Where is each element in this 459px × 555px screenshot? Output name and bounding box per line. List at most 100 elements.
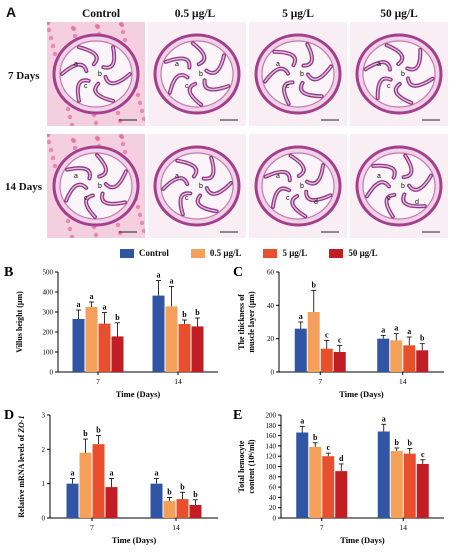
- bar-0-1: [152, 295, 165, 372]
- legend-swatch-control: [120, 248, 134, 258]
- micrograph-14d-0: a b c: [47, 134, 145, 238]
- tissue-cell: [47, 22, 51, 26]
- significance-letter: c: [326, 443, 330, 452]
- tissue-cell: [65, 218, 71, 224]
- micrograph-image: a b c d: [350, 134, 448, 238]
- x-tick-label: 7: [320, 523, 324, 532]
- bar-1-1: [163, 500, 176, 518]
- villus-core: [96, 154, 107, 178]
- villus-core: [364, 61, 391, 71]
- tissue-cell: [135, 204, 141, 210]
- significance-letter: a: [299, 312, 303, 321]
- tissue-cell: [65, 106, 71, 112]
- significance-letter: a: [381, 325, 385, 334]
- tissue-cell: [120, 141, 126, 147]
- villus-core: [78, 46, 98, 65]
- villus-core: [66, 167, 91, 180]
- panel-a-letter: A: [6, 4, 17, 20]
- significance-letter: a: [110, 469, 114, 478]
- tissue-label: a: [276, 173, 280, 180]
- significance-letter: a: [71, 469, 75, 478]
- y-tick-label: 0: [271, 369, 275, 377]
- y-tick-label: 80: [269, 473, 277, 481]
- significance-letter: b: [180, 482, 185, 491]
- tissue-cell: [120, 29, 126, 35]
- y-tick-label: 2: [42, 446, 46, 454]
- legend-item-control: Control: [120, 248, 169, 258]
- y-tick-label: 160: [266, 432, 277, 440]
- bar-1-1: [390, 340, 403, 372]
- villus-core: [188, 83, 202, 106]
- micrograph-image: a b c: [47, 134, 145, 238]
- legend-item-5: 5 μg/L: [263, 248, 307, 258]
- micrograph-image: a b c: [148, 134, 246, 238]
- legend-swatch-50: [329, 248, 344, 258]
- significance-letter: b: [115, 313, 120, 322]
- tissue-label: c: [185, 83, 189, 90]
- villus-core: [205, 54, 225, 74]
- tissue-cell: [67, 114, 73, 120]
- y-axis-label: Relative mRNA levels of ZO-1: [17, 415, 26, 517]
- villus-core: [377, 77, 392, 99]
- x-tick-label: 14: [399, 377, 407, 386]
- bar-2-0: [92, 444, 105, 518]
- x-tick-label: 7: [318, 377, 322, 386]
- tissue-label: a: [377, 61, 381, 68]
- villus-core: [192, 42, 206, 65]
- y-tick-label: 0: [42, 515, 46, 523]
- panel-letter: B: [4, 265, 13, 280]
- micrograph-14d-2: a b c d: [249, 134, 347, 238]
- y-tick-label: 60: [269, 484, 277, 492]
- y-tick-label: 40: [267, 302, 275, 310]
- bar-0-1: [377, 431, 390, 518]
- y-tick-label: 0: [50, 369, 54, 377]
- tissue-label: b: [401, 71, 405, 78]
- y-tick-label: 120: [266, 453, 277, 461]
- intestine-lumen: [362, 40, 436, 108]
- bar-1-0: [85, 307, 98, 372]
- y-tick-label: 1: [42, 480, 46, 488]
- intestine-lumen: [59, 40, 133, 108]
- bar-2-0: [322, 456, 335, 518]
- tissue-cell: [135, 92, 141, 98]
- tissue-cell: [93, 120, 99, 126]
- villus-core: [264, 171, 291, 182]
- villus-core: [366, 181, 390, 198]
- villus-core: [305, 190, 332, 201]
- tissue-cell: [47, 27, 52, 33]
- micrograph-7d-2: a b c: [249, 22, 347, 126]
- micrograph-image: a b c: [249, 22, 347, 126]
- tissue-cell: [95, 136, 101, 142]
- legend-label-5: 5 μg/L: [282, 248, 308, 258]
- bar-1-0: [307, 312, 320, 372]
- legend-item-0-5: 0.5 μg/L: [190, 248, 241, 258]
- y-tick-label: 140: [266, 442, 277, 450]
- tissue-label: c: [387, 83, 391, 90]
- column-header-control: Control: [81, 8, 121, 20]
- x-axis-label: Time (Days): [116, 389, 161, 399]
- tissue-label: b: [98, 183, 102, 190]
- tissue-cell: [115, 222, 121, 228]
- micrograph-7d-1: a b c: [148, 22, 246, 126]
- micrograph-7d-3: a b c: [350, 22, 448, 126]
- significance-letter: a: [157, 271, 161, 280]
- bar-2-0: [98, 323, 111, 372]
- significance-letter: a: [170, 276, 174, 285]
- villus-core: [408, 174, 432, 191]
- tissue-label: c: [84, 195, 88, 202]
- bar-0-0: [72, 319, 85, 372]
- significance-letter: a: [300, 416, 304, 425]
- tissue-label: a: [175, 173, 179, 180]
- significance-letter: c: [325, 330, 329, 339]
- tissue-cell: [137, 212, 143, 218]
- x-axis-label: Time (Days): [339, 389, 384, 399]
- villus-core: [289, 155, 305, 177]
- villus-core: [291, 195, 307, 217]
- y-tick-label: 100: [266, 463, 277, 471]
- legend-swatch-0-5: [190, 248, 205, 258]
- micrograph-14d-3: a b c d: [350, 134, 448, 238]
- bar-2-1: [403, 345, 416, 372]
- tissue-cell: [95, 24, 101, 30]
- y-axis-label: Villus height (μm): [15, 291, 24, 353]
